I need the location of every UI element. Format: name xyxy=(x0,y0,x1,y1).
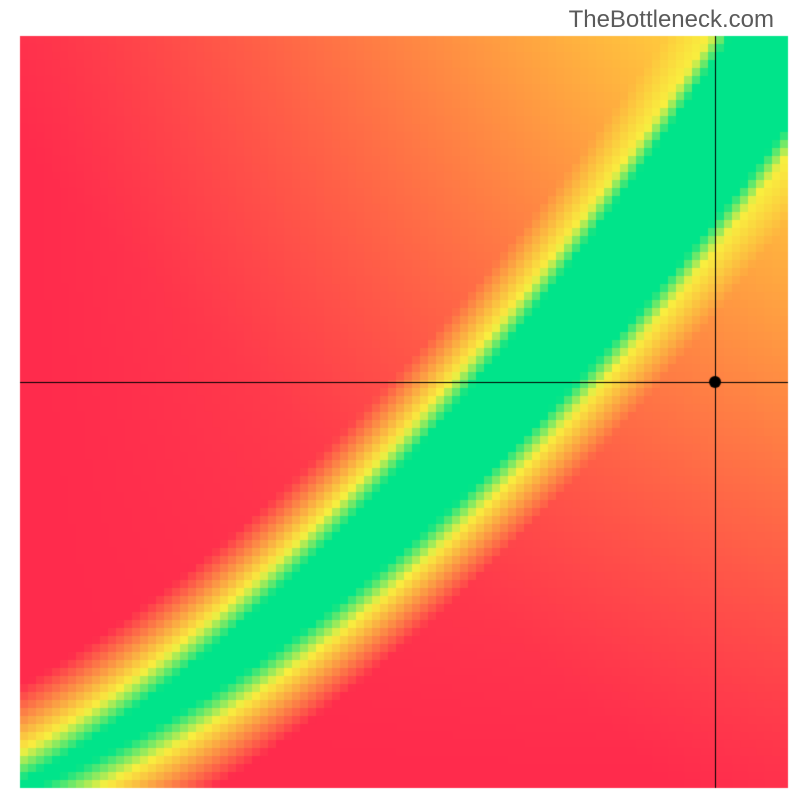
source-watermark: TheBottleneck.com xyxy=(569,6,774,34)
chart-container: TheBottleneck.com xyxy=(0,0,800,800)
bottleneck-heatmap xyxy=(0,0,800,800)
